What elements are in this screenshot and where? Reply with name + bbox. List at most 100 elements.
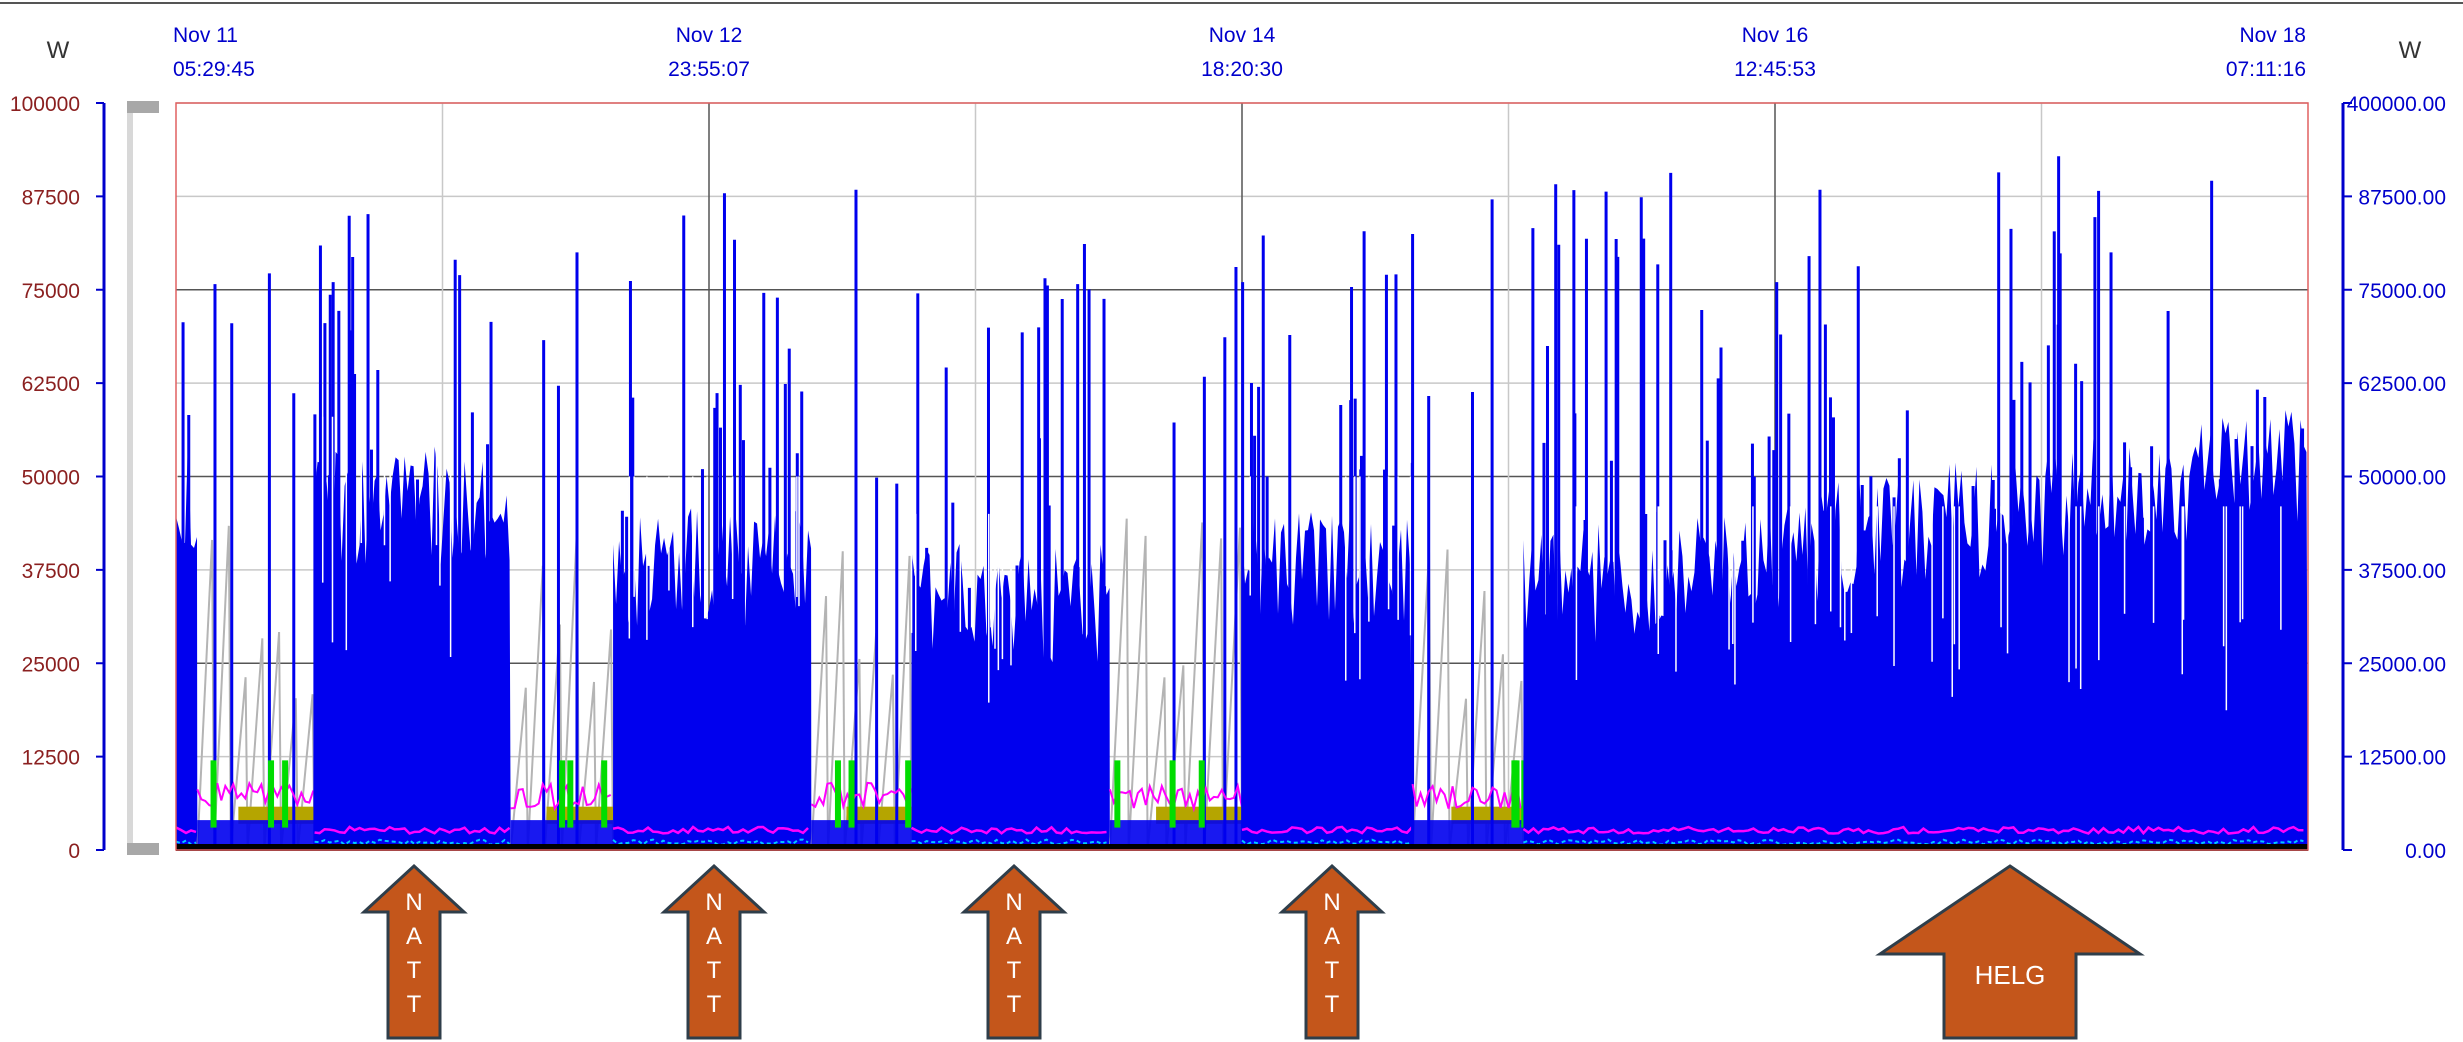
magenta-series-line — [1522, 825, 2304, 836]
cyan-series-line — [175, 839, 197, 846]
blue-series-area — [911, 543, 1110, 850]
right-axis-tick-label: 62500.00 — [2358, 373, 2446, 396]
green-series-blip — [848, 760, 855, 828]
blue-series-area — [1242, 507, 1413, 850]
right-unit-label: W — [2399, 37, 2422, 64]
cyan-series-line — [1241, 838, 1413, 846]
scrollbar-bottom-handle[interactable] — [127, 843, 159, 855]
green-series-blip — [559, 760, 566, 828]
arrow-letter: T — [707, 991, 722, 1018]
arrow-label: HELG — [1975, 960, 2046, 990]
green-series-blip — [210, 760, 217, 828]
magenta-series-line — [175, 826, 197, 835]
olive-series-band — [846, 806, 912, 824]
arrow-letter: T — [1007, 957, 1022, 984]
left-axis-tick-label: 75000 — [22, 280, 80, 303]
arrow-letter: A — [706, 923, 722, 950]
gray-series-line — [1430, 549, 1451, 851]
left-axis-tick-label: 50000 — [22, 467, 80, 490]
scrollbar-track[interactable] — [127, 103, 133, 851]
scrollbar-top-handle[interactable] — [127, 101, 159, 113]
arrow-letter: N — [705, 889, 722, 916]
gray-series-line — [1146, 677, 1168, 851]
green-series-blip — [268, 760, 275, 828]
arrow-letter: T — [1007, 991, 1022, 1018]
gray-series-line — [1108, 518, 1130, 851]
segment-night — [313, 214, 511, 850]
green-series-blip — [282, 760, 289, 828]
segment-night — [910, 243, 1110, 850]
green-series-blip — [601, 760, 608, 828]
arrow-shape — [1278, 863, 1386, 1040]
gray-series-line — [509, 687, 529, 851]
magenta-series-line — [810, 781, 913, 811]
gray-series-line — [827, 551, 846, 851]
x-tick-date: Nov 16 — [1742, 24, 1809, 47]
left-axis-tick-label: 12500 — [22, 747, 80, 770]
baseline-band — [176, 844, 2308, 851]
arrow-letter: T — [1325, 957, 1340, 984]
magenta-series-line — [314, 825, 511, 835]
gray-series-line — [196, 539, 216, 851]
arrow-letter: A — [1006, 923, 1022, 950]
cyan-series-line — [612, 838, 809, 846]
green-series-blip — [1511, 760, 1518, 828]
blue-series-area — [314, 446, 511, 850]
right-axis-tick-label: 25000.00 — [2358, 653, 2446, 676]
x-tick-date: Nov 14 — [1209, 24, 1276, 47]
segment-day — [1108, 267, 1243, 851]
annotation-arrow: HELG — [1875, 864, 2145, 1040]
green-series-blip — [1198, 760, 1205, 828]
left-unit-label: W — [47, 37, 70, 64]
right-axis-tick-label: 0.00 — [2405, 840, 2446, 863]
cyan-series-line — [314, 838, 511, 846]
arrow-letter: A — [406, 923, 422, 950]
green-series-blip — [1114, 760, 1121, 828]
magenta-series-line — [612, 825, 809, 835]
right-axis-tick-label: 12500.00 — [2358, 747, 2446, 770]
right-axis-tick-label: 50000.00 — [2358, 467, 2446, 490]
right-axis-tick-label: 400000.00 — [2347, 93, 2446, 116]
gray-series-line — [595, 629, 615, 851]
gray-series-line — [1203, 538, 1225, 851]
arrow-letter: N — [1323, 889, 1340, 916]
gray-series-line — [246, 638, 266, 851]
plot-frame — [175, 102, 2309, 851]
left-axis-tick-label: 87500 — [22, 186, 80, 209]
olive-series-band — [1451, 806, 1524, 824]
left-axis-tick-label: 25000 — [22, 653, 80, 676]
magenta-series-line — [1241, 825, 1413, 835]
left-axis-tick-label: 100000 — [10, 93, 80, 116]
x-tick-time: 05:29:45 — [173, 58, 255, 81]
arrow-shape — [960, 863, 1068, 1040]
magenta-series-line — [1108, 782, 1243, 813]
segment-night — [175, 322, 198, 850]
green-series-blip — [1169, 760, 1176, 828]
green-series-blip — [567, 760, 574, 828]
segment-night — [1241, 231, 1414, 850]
x-tick-time: 07:11:16 — [2226, 58, 2306, 81]
arrow-letter: N — [1005, 889, 1022, 916]
arrow-letter: A — [1324, 923, 1340, 950]
gray-series-line — [810, 596, 830, 851]
segment-weekend — [1522, 156, 2308, 850]
x-tick-date: Nov 18 — [2239, 24, 2306, 47]
blue-series-area — [613, 508, 812, 850]
gray-series-line — [1127, 535, 1149, 851]
magenta-series-line — [910, 825, 1107, 835]
arrow-letter: T — [707, 957, 722, 984]
magenta-series-line — [1411, 779, 1522, 809]
segment-day — [810, 189, 913, 851]
x-tick-time: 23:55:07 — [668, 58, 750, 81]
cyan-series-line — [911, 838, 1107, 846]
segment-night — [612, 193, 812, 850]
arrow-letter: T — [407, 991, 422, 1018]
olive-series-band — [238, 806, 315, 824]
cyan-series-line — [1523, 838, 2304, 846]
left-axis-tick-label: 62500 — [22, 373, 80, 396]
